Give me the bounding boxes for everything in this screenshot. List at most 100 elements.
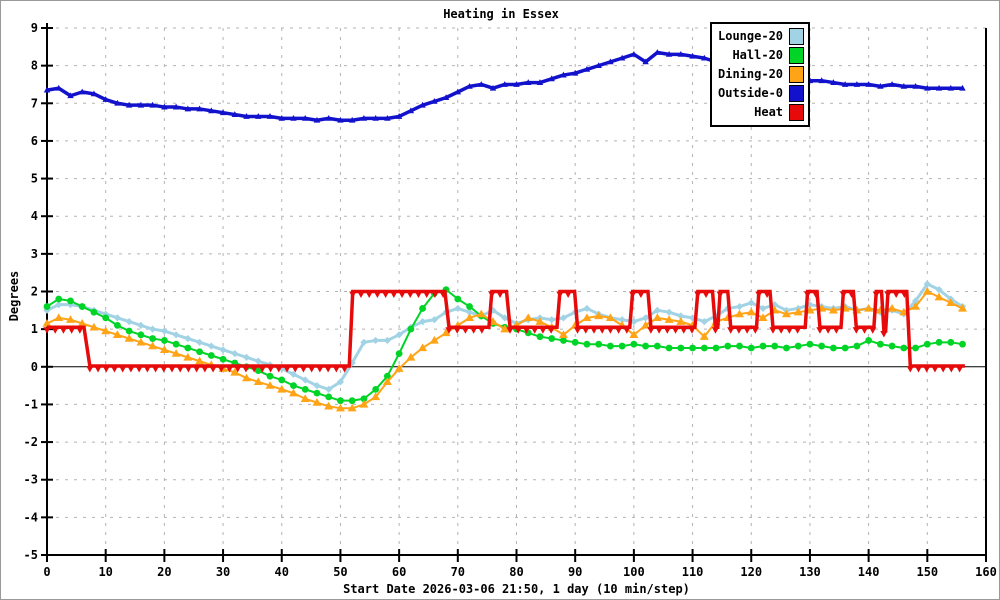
series-heat-marker bbox=[308, 366, 316, 373]
series-lounge-20-marker bbox=[771, 301, 779, 309]
series-outside-0-marker bbox=[102, 96, 109, 102]
series-dining-20-marker bbox=[89, 322, 99, 331]
series-dining-20-marker bbox=[476, 309, 486, 318]
series-hall-20-marker bbox=[548, 335, 556, 342]
series-hall-20-marker bbox=[853, 342, 861, 350]
series-outside-0-marker bbox=[43, 86, 51, 93]
series-heat-marker bbox=[832, 327, 840, 334]
y-tick-label: 6 bbox=[31, 134, 38, 148]
series-heat-marker bbox=[340, 366, 349, 373]
series-heat-marker bbox=[406, 291, 414, 298]
series-heat-marker bbox=[900, 291, 909, 298]
legend-item-dining-20: Dining-20 bbox=[718, 65, 805, 84]
series-heat-marker bbox=[217, 366, 225, 373]
series-outside-0-marker bbox=[478, 81, 485, 87]
x-tick-label: 120 bbox=[740, 565, 762, 579]
series-outside-0-marker bbox=[90, 90, 98, 97]
series-outside-0-marker bbox=[701, 54, 708, 61]
series-lounge-20-marker bbox=[172, 331, 180, 339]
series-dining-20-marker bbox=[288, 388, 298, 397]
series-dining-20-marker bbox=[500, 324, 510, 333]
series-heat-marker bbox=[623, 327, 631, 334]
series-outside-0-marker bbox=[196, 105, 203, 112]
series-heat-marker bbox=[135, 366, 143, 373]
series-dining-20-marker bbox=[911, 302, 921, 310]
series-hall-20-marker bbox=[125, 327, 133, 335]
x-axis-label: Start Date 2026-03-06 21:50, 1 day (10 m… bbox=[343, 582, 690, 596]
series-dining-20-marker bbox=[594, 311, 604, 320]
series-outside-0-marker bbox=[560, 71, 567, 78]
series-outside-0-marker bbox=[947, 84, 954, 91]
series-dining-20-marker bbox=[371, 392, 381, 401]
series-heat-marker bbox=[688, 327, 696, 334]
series-lounge-20-marker bbox=[653, 306, 661, 314]
series-outside-0-marker bbox=[219, 109, 227, 116]
series-dining-20-marker bbox=[101, 326, 111, 335]
series-heat-marker bbox=[939, 366, 947, 373]
series-heat-marker bbox=[763, 291, 771, 298]
series-heat-marker bbox=[242, 366, 250, 373]
series-hall-20-marker bbox=[419, 305, 426, 312]
legend-item-lounge-20: Lounge-20 bbox=[718, 27, 805, 46]
series-heat-marker bbox=[547, 327, 555, 334]
series-heat-marker bbox=[629, 291, 637, 298]
series-dining-20-marker bbox=[699, 332, 709, 340]
series-hall-20-marker bbox=[184, 344, 192, 352]
series-hall-20-marker bbox=[794, 342, 802, 350]
series-lounge-20-marker bbox=[125, 318, 133, 326]
series-hall-20-marker bbox=[724, 342, 732, 350]
series-hall-20-marker bbox=[266, 372, 274, 380]
y-tick-label: -4 bbox=[24, 510, 38, 524]
series-heat-marker bbox=[931, 366, 939, 373]
series-hall-20-marker bbox=[935, 338, 943, 346]
series-dining-20-marker bbox=[230, 367, 240, 376]
series-outside-0-marker bbox=[360, 114, 368, 121]
series-heat-marker bbox=[590, 327, 598, 334]
x-tick-label: 70 bbox=[451, 565, 465, 579]
series-dining-20-marker bbox=[300, 394, 310, 402]
series-hall-20-marker bbox=[888, 342, 896, 350]
series-dining-20-marker bbox=[441, 328, 451, 337]
series-heat-marker bbox=[694, 291, 702, 298]
legend-item-outside-0: Outside-0 bbox=[718, 84, 805, 103]
series-heat-marker bbox=[582, 327, 590, 334]
series-heat-marker bbox=[176, 366, 184, 373]
series-heat-marker bbox=[531, 327, 539, 334]
series-hall-20-marker bbox=[830, 344, 837, 352]
series-lounge-20-marker bbox=[137, 321, 145, 329]
series-heat-marker bbox=[332, 366, 340, 373]
legend-label: Outside-0 bbox=[718, 86, 784, 100]
series-heat-marker bbox=[556, 291, 564, 298]
x-tick-label: 20 bbox=[157, 565, 171, 579]
series-heat-marker bbox=[539, 327, 547, 334]
series-outside-0-marker bbox=[525, 79, 532, 85]
series-lounge-20-marker bbox=[289, 370, 298, 378]
series-outside-0-marker bbox=[255, 113, 262, 119]
series-dining-20-marker bbox=[335, 403, 345, 412]
series-dining-20-marker bbox=[629, 330, 639, 338]
series-hall-20-marker bbox=[348, 397, 356, 405]
series-heat-marker bbox=[671, 327, 680, 334]
series-outside-0-marker bbox=[243, 113, 250, 119]
series-heat-marker bbox=[637, 291, 645, 298]
series-heat-marker bbox=[496, 291, 504, 298]
legend-swatch-icon bbox=[789, 104, 805, 121]
series-outside-0-marker bbox=[642, 58, 649, 65]
series-hall-20-marker bbox=[337, 397, 344, 405]
legend-swatch-icon bbox=[789, 85, 805, 102]
series-dining-20-marker bbox=[793, 307, 803, 316]
series-dining-20-marker bbox=[922, 287, 932, 295]
series-outside-0-marker bbox=[548, 75, 555, 82]
series-lounge-20-marker bbox=[219, 346, 227, 354]
series-lounge-20-marker bbox=[184, 334, 192, 343]
series-dining-20-marker bbox=[582, 313, 592, 322]
series-dining-20-marker bbox=[77, 318, 87, 327]
series-lounge-20-marker bbox=[113, 314, 122, 322]
x-tick-label: 100 bbox=[623, 565, 645, 579]
series-outside-0-marker bbox=[431, 98, 438, 104]
series-outside-0-marker bbox=[419, 101, 426, 108]
series-dining-20-marker bbox=[324, 401, 334, 410]
series-heat-marker bbox=[506, 327, 514, 334]
series-heat-marker bbox=[522, 327, 531, 334]
